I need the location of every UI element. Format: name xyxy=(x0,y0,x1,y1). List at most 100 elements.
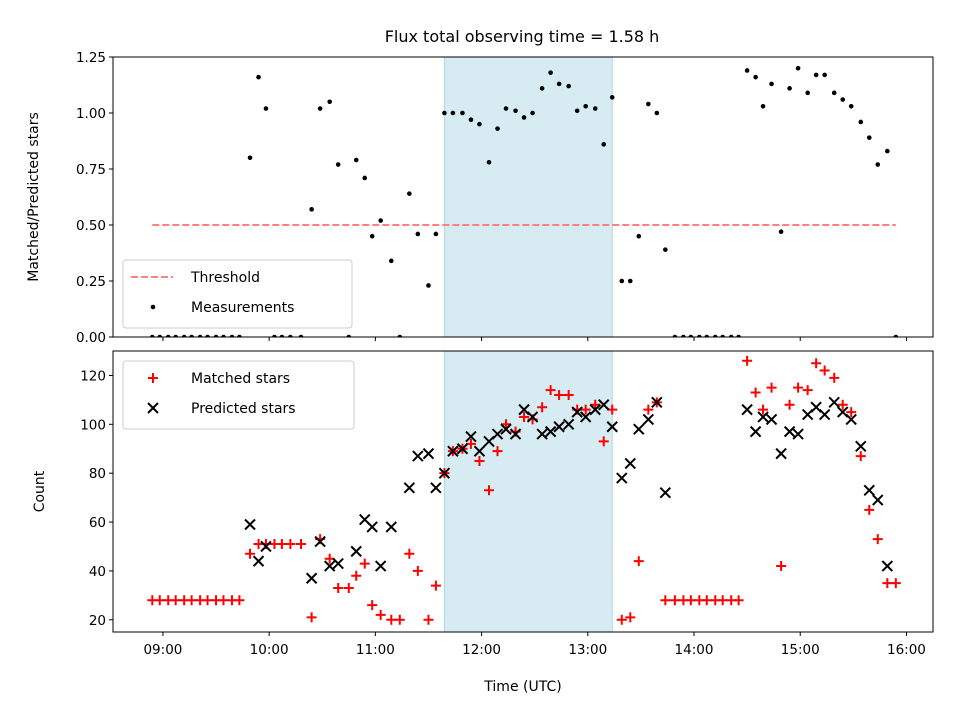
predicted-star-point xyxy=(881,560,894,572)
measurement-point xyxy=(229,334,235,337)
predicted-star-point xyxy=(818,408,831,421)
predicted-star-point xyxy=(544,425,557,438)
measurement-point xyxy=(663,247,668,252)
matched-star-point xyxy=(375,609,386,620)
measurement-point xyxy=(753,74,758,80)
measurement-point xyxy=(736,334,741,337)
matched-star-point xyxy=(412,565,423,576)
measurement-point xyxy=(875,162,881,167)
predicted-star-point xyxy=(350,545,362,558)
predicted-star-point xyxy=(749,425,762,438)
matched-star-point xyxy=(545,385,556,396)
measurement-point xyxy=(495,126,500,131)
matched-star-point xyxy=(386,614,397,625)
measurement-point xyxy=(654,110,660,116)
y-tick-label: 60 xyxy=(89,515,106,531)
matched-star-point xyxy=(580,404,591,415)
predicted-star-point xyxy=(314,535,326,548)
measurement-point xyxy=(548,70,553,75)
measurement-point xyxy=(592,106,598,111)
legend-predicted-swatch xyxy=(147,402,159,414)
matched-star-point xyxy=(660,595,671,606)
measurement-point xyxy=(486,159,492,165)
predicted-star-point xyxy=(500,423,512,435)
x-tick-label: 16:00 xyxy=(887,642,926,658)
y-tick-label: 40 xyxy=(89,564,106,580)
legend-box xyxy=(122,360,355,430)
predicted-star-point xyxy=(438,467,451,479)
matched-star-point xyxy=(465,438,476,449)
predicted-star-point xyxy=(872,494,884,506)
matched-star-point xyxy=(367,600,378,611)
legend-label: Measurements xyxy=(191,300,294,316)
matched-star-point xyxy=(837,399,848,410)
y-tick-label: 0.75 xyxy=(76,162,106,178)
matched-star-point xyxy=(202,595,213,606)
matched-star-point xyxy=(616,614,627,625)
axes-frame xyxy=(112,350,934,633)
predicted-star-point xyxy=(403,482,416,494)
measurement-point xyxy=(460,110,465,116)
series-predicted-stars xyxy=(244,396,894,584)
matched-star-point xyxy=(890,578,901,589)
x-tick-label: 10:00 xyxy=(250,642,289,658)
measurement-point xyxy=(362,175,368,181)
matched-star-point xyxy=(333,583,344,594)
matched-star-point xyxy=(492,446,503,457)
matched-star-point xyxy=(501,419,512,430)
measurement-point xyxy=(513,108,518,114)
matched-star-point xyxy=(343,583,354,594)
matched-star-point xyxy=(643,404,654,415)
matched-star-point xyxy=(519,411,530,422)
measurement-point xyxy=(885,148,890,154)
measurement-point xyxy=(317,106,323,111)
predicted-star-point xyxy=(579,411,592,423)
matched-star-point xyxy=(776,561,787,572)
matched-star-point xyxy=(404,548,415,559)
measurement-point xyxy=(150,334,155,337)
matched-star-point xyxy=(855,451,866,462)
matched-star-point xyxy=(218,595,229,606)
predicted-star-point xyxy=(589,403,601,416)
y-tick-label: 0.50 xyxy=(76,218,106,234)
measurement-point xyxy=(477,121,482,127)
plot-area xyxy=(150,57,899,337)
y-tick-label: 0.25 xyxy=(76,274,106,290)
measurement-point xyxy=(521,115,527,120)
measurement-point xyxy=(247,155,253,161)
predicted-star-point xyxy=(616,472,628,484)
predicted-star-point xyxy=(553,421,565,433)
predicted-star-point xyxy=(863,484,875,496)
measurement-point xyxy=(205,334,210,337)
predicted-star-point xyxy=(828,396,840,409)
predicted-star-point xyxy=(260,540,272,553)
predicted-star-point xyxy=(765,413,778,426)
matched-star-point xyxy=(625,612,636,623)
measurement-point xyxy=(157,334,163,337)
measurement-point xyxy=(688,334,694,337)
measurement-point xyxy=(627,278,633,284)
predicted-star-point xyxy=(244,518,256,531)
measurement-point xyxy=(822,72,827,78)
predicted-star-point xyxy=(465,430,477,443)
measurement-point xyxy=(795,65,801,71)
matched-star-point xyxy=(669,595,680,606)
measurement-point xyxy=(397,334,403,337)
figure-title: Flux total observing time = 1.58 h xyxy=(385,27,660,46)
measurement-point xyxy=(407,191,412,196)
axes-frame xyxy=(112,56,934,338)
measurement-point xyxy=(583,103,588,109)
matched-star-point xyxy=(186,595,197,606)
y-tick-label: 100 xyxy=(80,417,106,433)
measurement-point xyxy=(353,157,359,163)
y-axis-label: Matched/Predicted stars xyxy=(26,112,42,282)
predicted-star-point xyxy=(412,450,424,462)
x-tick-label: 13:00 xyxy=(568,642,607,658)
measurement-point xyxy=(327,99,332,105)
predicted-star-point xyxy=(430,482,442,494)
matched-star-point xyxy=(872,534,883,545)
matched-star-point xyxy=(717,595,728,606)
measurement-point xyxy=(697,334,702,337)
predicted-star-point xyxy=(598,399,610,411)
